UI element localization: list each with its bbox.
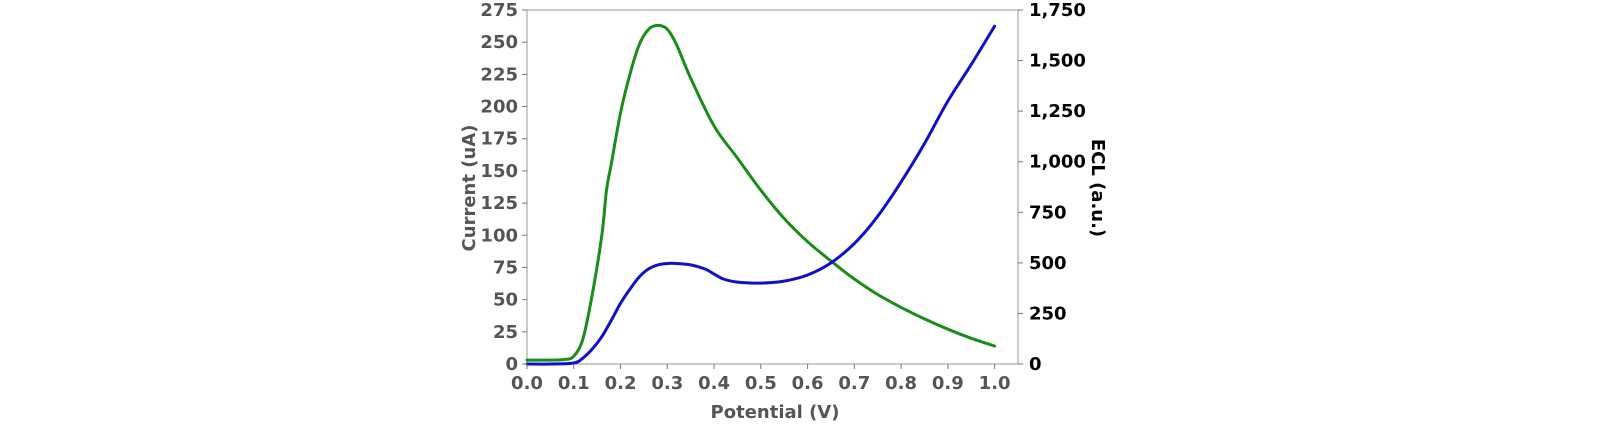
left-axis-title: Current (uA) — [459, 125, 480, 252]
x-tick-label: 1.0 — [979, 373, 1011, 394]
right-tick-label: 1,250 — [1029, 101, 1086, 122]
current-series-line — [525, 23, 997, 362]
left-tick-label: 200 — [480, 97, 518, 118]
x-tick-label: 0.1 — [558, 373, 590, 394]
x-tick-label: 0.9 — [932, 373, 964, 394]
right-tick-label: 750 — [1029, 202, 1067, 223]
x-tick-label: 0.2 — [605, 373, 637, 394]
right-tick-label: 0 — [1029, 354, 1042, 375]
right-tick-label: 1,750 — [1029, 0, 1086, 21]
x-axis-ticks: 0.0 0.1 0.2 0.3 0.4 0.5 0.6 0.7 0.8 0.9 1.0 — [511, 364, 1011, 394]
left-tick-label: 150 — [480, 161, 518, 182]
left-tick-label: 250 — [480, 32, 518, 53]
right-tick-label: 500 — [1029, 253, 1067, 274]
left-tick-label: 275 — [480, 0, 518, 21]
x-tick-label: 0.8 — [885, 373, 917, 394]
plot-area — [526, 9, 1019, 365]
right-axis-ticks: 0 250 500 750 1,000 1,250 1,500 1,750 — [1018, 0, 1086, 375]
right-tick-label: 250 — [1029, 303, 1067, 324]
left-tick-label: 175 — [480, 129, 518, 150]
x-tick-label: 0.0 — [511, 373, 543, 394]
right-axis-title: ECL (a.u.) — [1087, 139, 1108, 237]
x-tick-label: 0.7 — [838, 373, 870, 394]
left-tick-label: 75 — [493, 257, 518, 278]
left-axis-ticks: 0 25 50 75 100 125 150 175 200 225 250 275 — [480, 0, 527, 375]
x-axis-title: Potential (V) — [711, 402, 840, 423]
plot-frame — [526, 9, 1019, 365]
right-tick-label: 1,000 — [1029, 152, 1086, 173]
x-tick-label: 0.3 — [651, 373, 683, 394]
left-tick-label: 0 — [505, 354, 518, 375]
left-tick-label: 50 — [493, 290, 518, 311]
left-tick-label: 125 — [480, 193, 518, 214]
x-tick-label: 0.4 — [698, 373, 730, 394]
left-tick-label: 25 — [493, 322, 518, 343]
left-tick-label: 100 — [480, 225, 518, 246]
series-lines — [525, 23, 997, 366]
x-tick-label: 0.5 — [745, 373, 777, 394]
x-tick-label: 0.6 — [792, 373, 824, 394]
left-tick-label: 225 — [480, 64, 518, 85]
right-tick-label: 1,500 — [1029, 51, 1086, 72]
ecl-series-line — [525, 24, 997, 366]
